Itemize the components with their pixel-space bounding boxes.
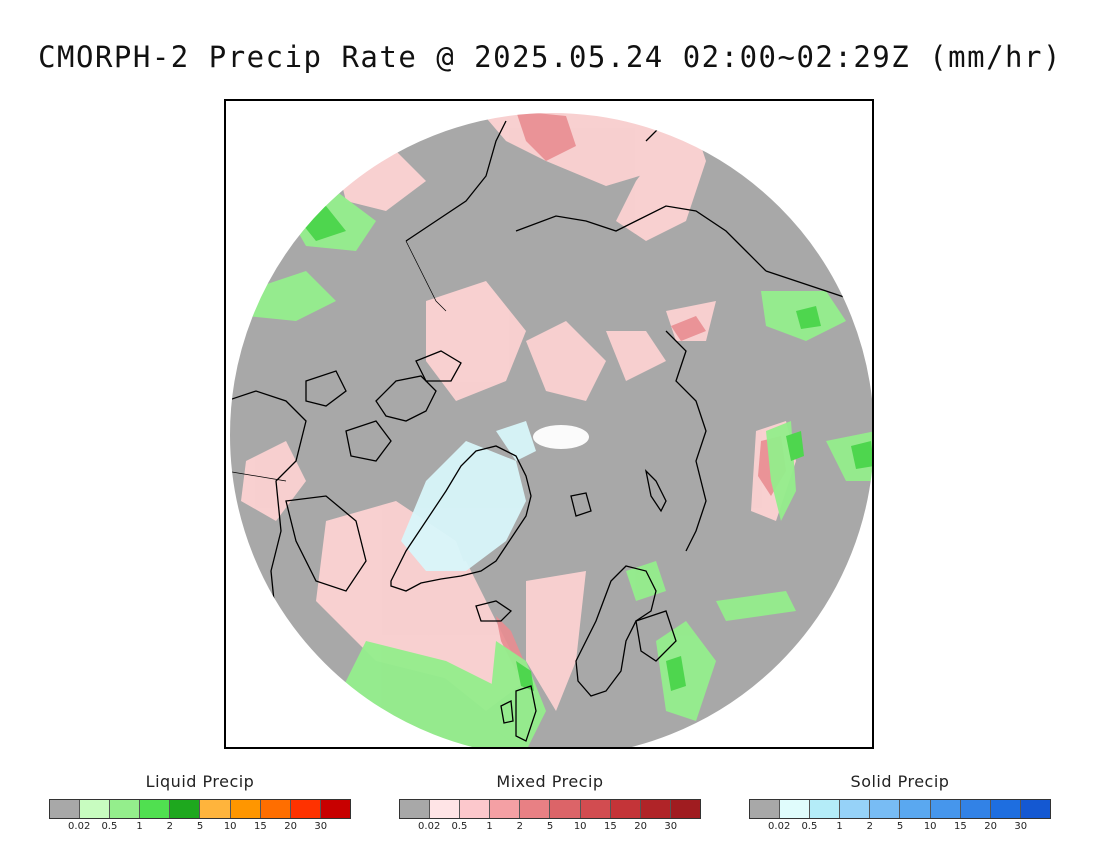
legend-mixed-swatch [610,800,641,818]
polar-map-svg [228,111,872,747]
legend-mixed: Mixed Precip 0.02 0.5 1 2 5 10 15 20 30 [399,772,701,835]
map-disc-edge [228,111,872,747]
legend-mixed-swatch [430,800,461,818]
legend-liquid-tick-label: 30 [314,821,328,832]
legend-solid-tick-label: 20 [984,821,997,832]
legend-liquid-swatch [50,800,81,818]
legend-liquid-swatch [80,800,111,818]
legend-liquid-swatch [260,800,291,818]
legend-liquid-swatch [290,800,321,818]
legend-liquid-tick-label: 1 [136,821,143,832]
legend-mixed-swatch [490,800,521,818]
legend-mixed-tick-label: 2 [516,821,523,832]
legend-liquid-colorbar [49,799,351,819]
legend-mixed-swatch [640,800,671,818]
coastlines [229,112,867,742]
legend-solid-tick-label: 15 [954,821,967,832]
legend-liquid-title: Liquid Precip [145,772,255,791]
legend-solid-tick-label: 30 [1014,821,1028,832]
legend-mixed-ticks: 0.02 0.5 1 2 5 10 15 20 30 [399,821,701,835]
legend-liquid-tick-label: 2 [166,821,173,832]
legend-liquid-swatch [200,800,231,818]
legend-solid-ticks: 0.02 0.5 1 2 5 10 15 20 30 [749,821,1051,835]
legend-solid-tick-label: 10 [923,821,937,832]
legend-solid-tick-label: 2 [866,821,873,832]
legend-solid-swatch [930,800,961,818]
borders [229,240,447,482]
pole-gap [533,425,589,449]
legend-liquid-swatch [170,800,201,818]
legend-mixed-tick-label: 10 [573,821,587,832]
legend-mixed-swatch [520,800,551,818]
legend-solid-title: Solid Precip [850,772,950,791]
legend-solid-swatch [990,800,1021,818]
legend-mixed-swatch [400,800,431,818]
legend-mixed-tick-label: 1 [486,821,493,832]
legend-liquid-ticks: 0.02 0.5 1 2 5 10 15 20 30 [49,821,351,835]
legend-mixed-title: Mixed Precip [496,772,604,791]
legend-mixed-tick-label: 0.5 [451,821,468,832]
legend-solid-swatch [750,800,781,818]
legend-liquid-swatch [230,800,261,818]
legend-liquid-tick-label: 20 [284,821,297,832]
legend-mixed-tick-label: 30 [664,821,678,832]
legend-solid-tick-label: 5 [896,821,904,832]
legend-liquid-tick-label: 5 [196,821,204,832]
map-title: CMORPH-2 Precip Rate @ 2025.05.24 02:00~… [38,40,1062,74]
legend-mixed-tick-label: 20 [634,821,647,832]
legend-liquid-tick-label: 0.02 [68,821,91,832]
legend-mixed-swatch [670,800,700,818]
legend-liquid-tick-label: 10 [223,821,237,832]
legend-solid-swatch [780,800,811,818]
legend-solid-tick-label: 0.5 [801,821,818,832]
legend-mixed-swatch [460,800,491,818]
legend-mixed-colorbar [399,799,701,819]
legend-mixed-tick-label: 0.02 [418,821,441,832]
legend-mixed-swatch [580,800,611,818]
legend-solid-swatch [960,800,991,818]
legend-liquid-swatch [110,800,141,818]
legend-liquid-swatch [140,800,171,818]
legend-solid-swatch [870,800,901,818]
legend-liquid-swatch [320,800,350,818]
legend-solid: Solid Precip 0.02 0.5 1 2 5 10 15 20 30 [749,772,1051,835]
legend-liquid-tick-label: 0.5 [101,821,118,832]
legend-solid-tick-label: 1 [836,821,843,832]
solid-precip-areas [401,421,536,571]
legend-solid-swatch [1020,800,1050,818]
legend-mixed-tick-label: 15 [604,821,617,832]
legend-liquid-tick-label: 15 [254,821,267,832]
legend-mixed-tick-label: 5 [546,821,554,832]
legend-solid-colorbar [749,799,1051,819]
legend-solid-swatch [900,800,931,818]
legend-solid-swatch [840,800,871,818]
legend-mixed-swatch [550,800,581,818]
polar-precip-map [224,99,874,749]
legend-solid-tick-label: 0.02 [768,821,791,832]
legend-liquid: Liquid Precip 0.02 0.5 1 2 5 10 15 20 30 [49,772,351,835]
legend-solid-swatch [810,800,841,818]
